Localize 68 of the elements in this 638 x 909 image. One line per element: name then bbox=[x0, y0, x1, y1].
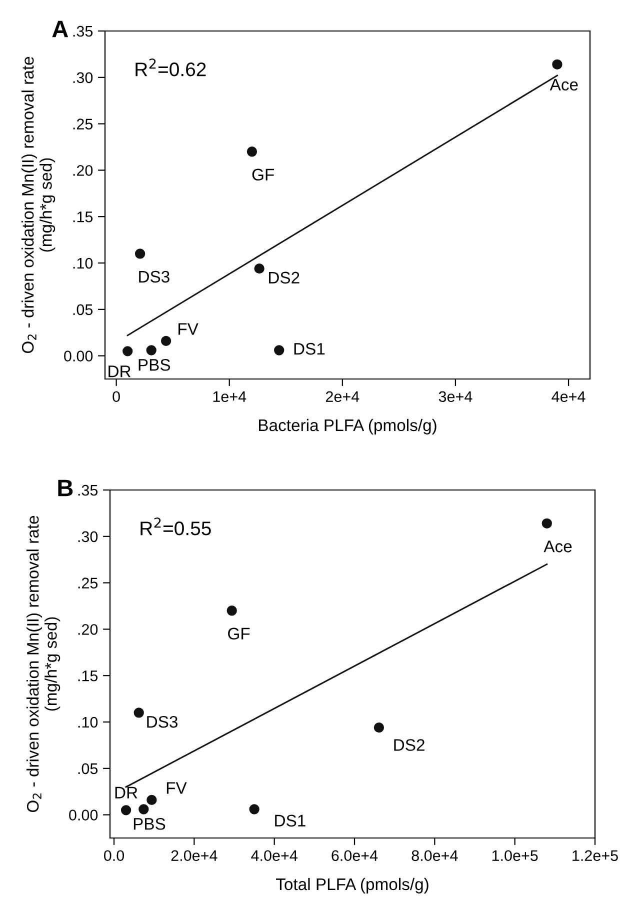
y-tick-label: 0.00 bbox=[69, 810, 98, 820]
annotation: DS2 bbox=[394, 739, 424, 751]
y-tick-label: .35 bbox=[73, 26, 93, 37]
point bbox=[249, 804, 260, 814]
y-tick-label: .15 bbox=[78, 670, 98, 682]
y-tick-label: .25 bbox=[78, 578, 98, 588]
y-axis-title: O$_{2}$ - driven oxidation Mn(II) removal rate (mg/h*g sed) bbox=[22, 56, 56, 354]
y-tick-label: .35 bbox=[78, 484, 98, 496]
y-tick-label: .30 bbox=[73, 72, 93, 84]
y-tick-label: .10 bbox=[78, 716, 98, 728]
annotation: DS1 bbox=[275, 814, 306, 827]
annotation: R$^{2}$=0.62 bbox=[136, 58, 206, 76]
x-tick-label: 1.0e+5 bbox=[492, 850, 538, 862]
x-tick-label: 2e+4 bbox=[326, 391, 360, 402]
x-tick-label: 0 bbox=[112, 391, 120, 402]
annotation: DR bbox=[108, 366, 131, 378]
y-tick-label: .20 bbox=[73, 165, 93, 176]
x-tick-label: 1e+4 bbox=[213, 391, 246, 402]
x-tick-label: 4.0e+4 bbox=[251, 850, 298, 862]
annotation: DS3 bbox=[139, 270, 170, 283]
point bbox=[246, 146, 258, 157]
y-tick-label: .05 bbox=[78, 763, 98, 774]
point bbox=[146, 345, 156, 356]
annotation: PBS bbox=[138, 359, 170, 371]
annotation: GF bbox=[252, 168, 274, 181]
point bbox=[120, 805, 132, 816]
point bbox=[274, 345, 284, 356]
point bbox=[542, 518, 552, 528]
y-tick-label: .10 bbox=[73, 258, 93, 269]
point bbox=[146, 794, 157, 806]
y-tick-label: 0.00 bbox=[64, 350, 93, 362]
annotation: DR bbox=[115, 786, 138, 798]
chart-title: A bbox=[52, 20, 68, 38]
point bbox=[160, 336, 172, 346]
point bbox=[552, 59, 562, 70]
point bbox=[134, 248, 146, 259]
point bbox=[138, 804, 149, 814]
annotation: Ace bbox=[544, 540, 572, 552]
y-tick-label: .15 bbox=[73, 212, 93, 222]
y-tick-label: .25 bbox=[73, 118, 93, 130]
point bbox=[122, 346, 133, 356]
x-axis-title: Bacteria PLFA (pmols/g) bbox=[259, 418, 436, 434]
x-tick-label: 2.0e+4 bbox=[171, 850, 218, 862]
annotation: Ace bbox=[550, 78, 578, 91]
x-tick-label: 0.0 bbox=[104, 850, 124, 862]
x-tick-label: 8.0e+4 bbox=[412, 850, 458, 862]
x-axis-title: Total PLFA (pmols/g) bbox=[276, 878, 428, 894]
annotation: DS3 bbox=[147, 716, 178, 728]
y-tick-label: .20 bbox=[78, 624, 98, 635]
annotation: DS2 bbox=[269, 272, 300, 284]
x-tick-label: 6.0e+4 bbox=[332, 850, 378, 862]
x-tick-label: 4e+4 bbox=[552, 391, 586, 402]
annotation: GF bbox=[228, 628, 250, 640]
chart-title: B bbox=[58, 480, 73, 496]
point bbox=[254, 263, 264, 274]
y-tick-label: .30 bbox=[78, 531, 98, 542]
x-tick-label: 3e+4 bbox=[438, 391, 472, 402]
annotation: R$^{2}$=0.55 bbox=[140, 518, 211, 536]
annotation: FV bbox=[166, 782, 187, 794]
point bbox=[134, 708, 144, 718]
annotation: PBS bbox=[134, 818, 166, 830]
x-tick-label: 1.2e+5 bbox=[572, 850, 618, 862]
point bbox=[226, 606, 237, 616]
annotation: DS1 bbox=[294, 342, 325, 355]
annotation: FV bbox=[178, 323, 198, 335]
y-axis-title: O$_{2}$ - driven oxidation Mn(II) removal rate (mg/h*g sed) bbox=[26, 516, 60, 812]
point bbox=[374, 722, 384, 733]
y-tick-label: .05 bbox=[73, 304, 93, 316]
